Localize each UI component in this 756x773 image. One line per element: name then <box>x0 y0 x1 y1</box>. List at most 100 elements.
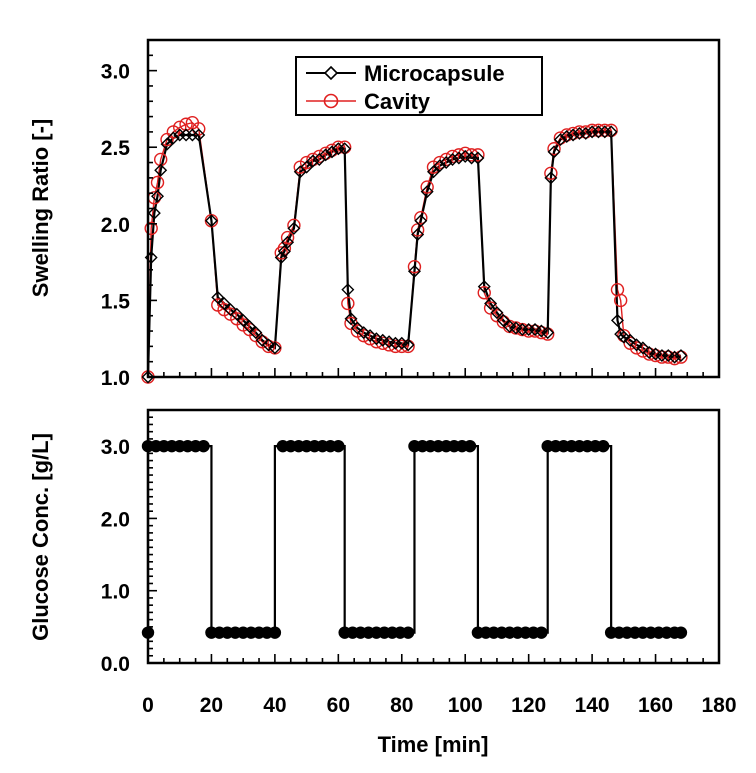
point-microcapsule <box>544 171 558 185</box>
point-glucose <box>268 626 282 639</box>
x-tick-label: 180 <box>701 694 736 717</box>
legend: Microcapsule Cavity <box>295 56 543 116</box>
top-plot-area <box>141 116 688 384</box>
point-cavity <box>521 324 536 338</box>
point-microcapsule <box>623 333 637 347</box>
point-cavity <box>433 155 447 170</box>
point-microcapsule <box>268 341 282 355</box>
point-microcapsule <box>541 326 555 340</box>
point-microcapsule <box>407 264 421 278</box>
point-glucose <box>332 439 345 453</box>
point-glucose <box>674 626 688 639</box>
point-microcapsule <box>630 338 644 352</box>
point-microcapsule <box>211 290 225 304</box>
point-cavity <box>655 350 669 364</box>
x-tick-label: 100 <box>448 694 483 717</box>
point-microcapsule <box>484 296 498 310</box>
point-microcapsule <box>452 151 466 165</box>
point-cavity <box>572 125 587 139</box>
x-tick-label: 140 <box>575 694 610 717</box>
point-microcapsule <box>306 154 320 168</box>
point-microcapsule <box>674 349 688 363</box>
point-microcapsule <box>579 126 593 140</box>
point-microcapsule <box>439 156 453 170</box>
point-microcapsule <box>414 214 428 228</box>
point-microcapsule <box>553 133 567 147</box>
point-microcapsule <box>490 306 504 320</box>
point-microcapsule <box>151 189 165 203</box>
legend-label-cavity: Cavity <box>364 89 431 114</box>
x-tick-label: 20 <box>200 694 223 717</box>
point-cavity <box>674 350 688 364</box>
point-microcapsule <box>141 370 155 384</box>
point-cavity <box>287 218 301 233</box>
point-microcapsule <box>477 280 491 294</box>
x-tick-label: 60 <box>327 694 350 717</box>
point-microcapsule <box>243 319 257 333</box>
point-microcapsule <box>287 221 301 235</box>
top-y-tick-label: 1.5 <box>101 290 131 313</box>
point-cavity <box>150 175 165 190</box>
point-microcapsule <box>446 152 460 166</box>
point-cavity <box>528 324 542 338</box>
point-cavity <box>341 296 355 311</box>
point-cavity <box>604 123 618 138</box>
point-cavity <box>547 142 561 156</box>
point-microcapsule <box>281 235 295 249</box>
point-microcapsule <box>217 296 231 310</box>
x-tick-label: 80 <box>390 694 413 717</box>
point-cavity <box>420 180 434 194</box>
point-microcapsule <box>338 142 352 156</box>
legend-marker-cavity <box>323 93 339 109</box>
point-microcapsule <box>166 131 180 145</box>
bottom-y-tick-label: 1.0 <box>101 581 130 604</box>
point-microcapsule <box>636 341 650 355</box>
x-tick-label: 160 <box>638 694 673 717</box>
point-microcapsule <box>357 326 371 340</box>
point-glucose <box>463 439 477 453</box>
point-cavity <box>306 152 320 167</box>
point-microcapsule <box>401 338 415 352</box>
top-y-axis-title: Swelling Ratio [-] <box>28 119 53 297</box>
point-cavity <box>541 327 555 341</box>
point-cavity <box>598 123 612 138</box>
x-axis-title: Time [min] <box>378 732 489 757</box>
top-y-tick-label: 1.0 <box>101 367 130 390</box>
swelling-ratio-panel: 1.0 1.5 2.0 2.5 3.0 Swelling Ratio [-] Micro… <box>28 38 721 390</box>
point-cavity <box>553 131 568 145</box>
series-line-cavity <box>147 121 682 378</box>
point-glucose <box>401 626 415 639</box>
point-microcapsule <box>255 333 269 347</box>
x-tick-label: 0 <box>142 694 154 717</box>
point-microcapsule <box>277 244 291 258</box>
point-microcapsule <box>262 338 276 352</box>
point-microcapsule <box>325 145 339 159</box>
point-microcapsule <box>319 148 333 162</box>
point-microcapsule <box>566 128 580 142</box>
x-tick-label: 40 <box>263 694 286 717</box>
point-microcapsule <box>344 312 358 326</box>
point-cavity <box>477 286 491 300</box>
point-microcapsule <box>610 313 624 327</box>
point-cavity <box>566 126 580 141</box>
point-microcapsule <box>147 206 161 220</box>
bottom-axes: 0 20 40 60 80 100 120 140 160 180 0.0 1.0 2.0 3.0 <box>101 409 737 717</box>
point-microcapsule <box>496 313 510 327</box>
point-microcapsule <box>560 130 574 143</box>
bottom-y-tick-label: 3.0 <box>101 436 130 459</box>
point-cavity <box>401 339 415 354</box>
point-microcapsule <box>411 228 425 242</box>
point-cavity <box>648 348 663 363</box>
point-microcapsule <box>604 125 618 139</box>
point-microcapsule <box>547 145 561 159</box>
point-microcapsule <box>471 151 485 165</box>
bottom-y-tick-label: 0.0 <box>101 653 130 676</box>
point-microcapsule <box>350 321 364 335</box>
top-y-tick-label: 3.0 <box>101 61 130 84</box>
point-glucose <box>535 626 548 639</box>
point-cavity <box>144 221 158 236</box>
point-cavity <box>173 120 187 135</box>
point-microcapsule <box>341 283 355 297</box>
point-microcapsule <box>204 214 218 228</box>
point-cavity <box>667 351 682 366</box>
